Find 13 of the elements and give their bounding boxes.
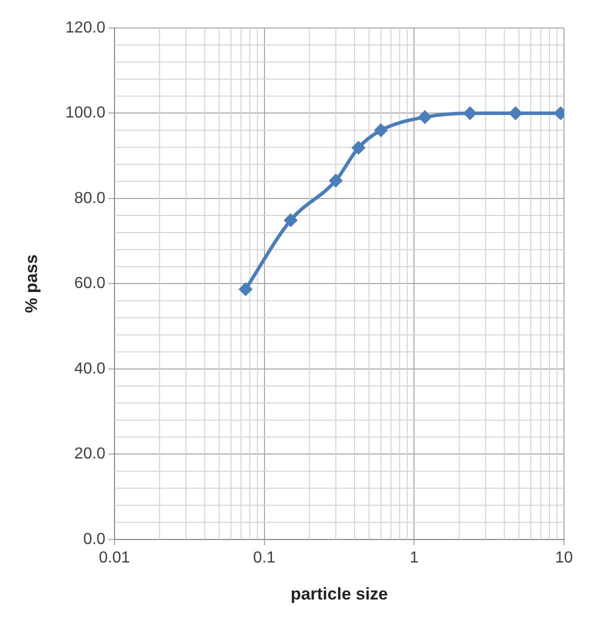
x-tick-label: 10	[555, 549, 573, 566]
y-tick-label: 120.0	[65, 19, 106, 36]
y-tick-label: 60.0	[74, 275, 106, 292]
y-tick-label: 40.0	[74, 360, 106, 378]
y-axis-title: % pass	[22, 254, 41, 313]
x-tick-label: 0.01	[98, 549, 130, 566]
x-tick-label: 1	[410, 549, 419, 566]
x-tick-label: 0.1	[253, 549, 276, 566]
y-tick-label: 80.0	[74, 190, 106, 207]
y-tick-label: 0.0	[83, 530, 106, 548]
x-axis-title: particle size	[290, 584, 388, 604]
y-tick-label: 20.0	[74, 446, 106, 463]
y-tick-label: 100.0	[65, 104, 106, 122]
